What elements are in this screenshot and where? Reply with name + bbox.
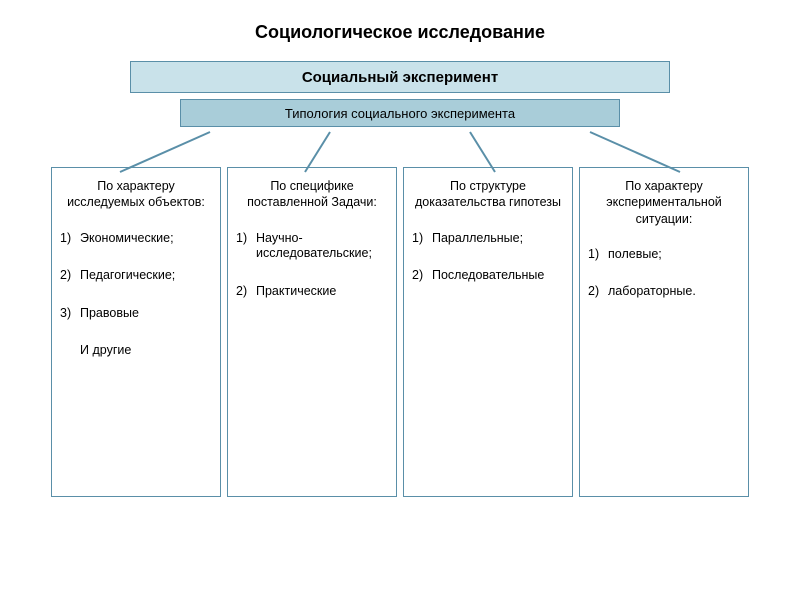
item-number: 1) <box>60 231 71 247</box>
column-0: По характеру исследуемых объектов: 1) Экон… <box>51 167 221 497</box>
page-title: Социологическое исследование <box>0 0 800 43</box>
column-list: 1) Экономические; 2) Педагогические; 3) Право… <box>58 231 214 322</box>
list-item: 3) Правовые <box>58 306 214 322</box>
column-title: По характеру исследуемых объектов: <box>58 178 214 211</box>
column-list: 1) Параллельные; 2) Последовательные <box>410 231 566 284</box>
item-number: 1) <box>236 231 247 247</box>
header-box: Социальный эксперимент <box>130 61 670 93</box>
item-number: 2) <box>588 284 599 300</box>
item-number: 2) <box>236 284 247 300</box>
column-title: По характеру экспериментальной ситуации: <box>586 178 742 227</box>
list-item: 2) Педагогические; <box>58 268 214 284</box>
item-text: Педагогические; <box>80 268 175 282</box>
item-text: Практические <box>256 284 336 298</box>
list-item: 1) Параллельные; <box>410 231 566 247</box>
column-extra: И другие <box>58 343 214 357</box>
item-text: лабораторные. <box>608 284 696 298</box>
item-number: 1) <box>588 247 599 263</box>
columns-container: По характеру исследуемых объектов: 1) Экон… <box>0 167 800 497</box>
item-text: Последовательные <box>432 268 544 282</box>
column-3: По характеру экспериментальной ситуации:… <box>579 167 749 497</box>
item-number: 1) <box>412 231 423 247</box>
column-1: По специфике поставленной Задачи: 1) Научн… <box>227 167 397 497</box>
list-item: 1) полевые; <box>586 247 742 263</box>
item-text: Правовые <box>80 306 139 320</box>
item-number: 2) <box>60 268 71 284</box>
item-text: Экономические; <box>80 231 174 245</box>
item-text: Параллельные; <box>432 231 523 245</box>
column-title: По специфике поставленной Задачи: <box>234 178 390 211</box>
subheader-box: Типология социального эксперимента <box>180 99 620 127</box>
item-number: 2) <box>412 268 423 284</box>
column-2: По структуре доказательства гипотезы 1) Па… <box>403 167 573 497</box>
list-item: 1) Экономические; <box>58 231 214 247</box>
item-text: полевые; <box>608 247 662 261</box>
list-item: 2) Последовательные <box>410 268 566 284</box>
list-item: 1) Научно-исследовательские; <box>234 231 390 262</box>
column-title: По структуре доказательства гипотезы <box>410 178 566 211</box>
item-number: 3) <box>60 306 71 322</box>
column-list: 1) полевые; 2) лабораторные. <box>586 247 742 300</box>
list-item: 2) лабораторные. <box>586 284 742 300</box>
list-item: 2) Практические <box>234 284 390 300</box>
column-list: 1) Научно-исследовательские; 2) Практически… <box>234 231 390 300</box>
item-text: Научно-исследовательские; <box>256 231 372 261</box>
